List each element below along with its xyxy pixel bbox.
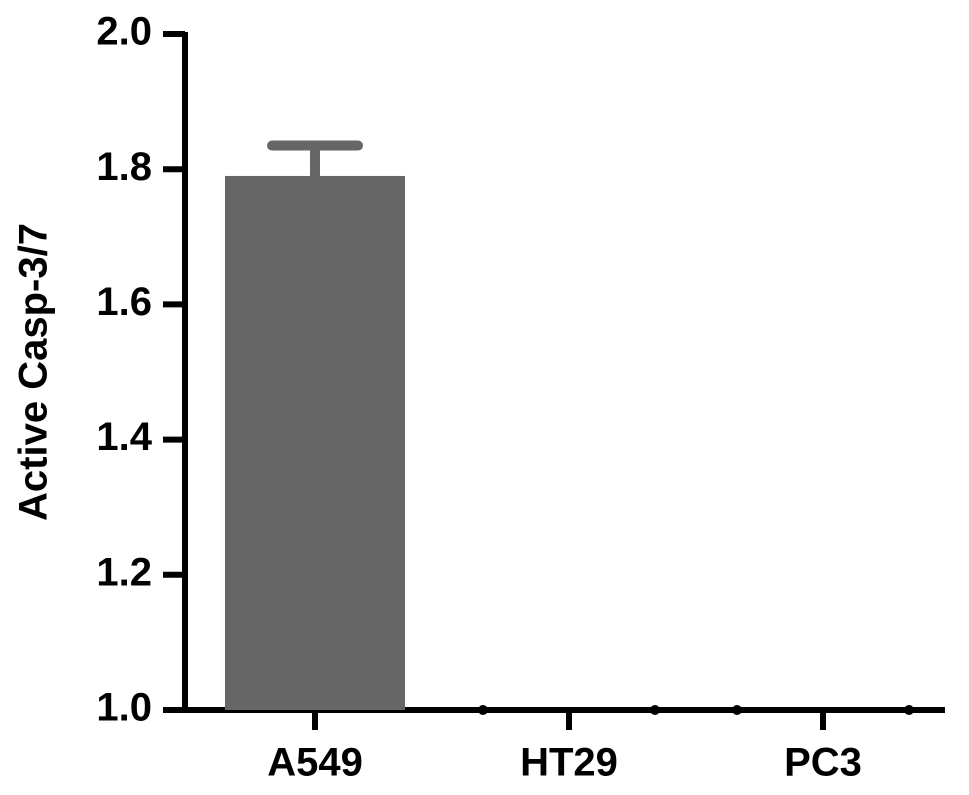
bar	[225, 175, 405, 710]
y-tick-label: 1.0	[96, 686, 152, 730]
y-tick-label: 1.6	[96, 280, 152, 324]
bar-edge	[904, 705, 914, 715]
bar-edge	[732, 705, 742, 715]
x-tick-label: PC3	[784, 741, 862, 785]
y-tick-label: 2.0	[96, 10, 152, 54]
bar-edge	[478, 705, 488, 715]
bar-edge	[650, 705, 660, 715]
y-tick-label: 1.8	[96, 145, 152, 189]
y-tick-label: 1.2	[96, 550, 152, 594]
y-tick-label: 1.4	[96, 415, 152, 459]
y-axis-label: Active Casp-3/7	[12, 223, 56, 521]
x-tick-label: HT29	[520, 741, 618, 785]
error-bar	[267, 140, 363, 181]
x-tick-label: A549	[267, 741, 363, 785]
